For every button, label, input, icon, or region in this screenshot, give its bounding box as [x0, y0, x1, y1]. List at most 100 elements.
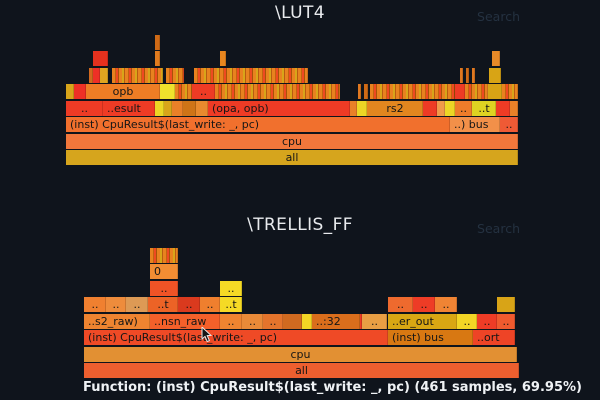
- flame-cell[interactable]: [357, 100, 367, 116]
- flame-cell[interactable]: [112, 67, 163, 83]
- flame-cell[interactable]: [423, 100, 437, 116]
- flame-cell[interactable]: [175, 84, 192, 99]
- flame-cell[interactable]: [350, 100, 357, 116]
- flame-cell[interactable]: [496, 100, 510, 116]
- flame-cell[interactable]: ..: [200, 297, 220, 312]
- flame-cell[interactable]: ..nsn_raw: [150, 313, 220, 329]
- flame-cell[interactable]: [93, 51, 108, 66]
- flame-cell[interactable]: [488, 84, 502, 99]
- flame-cell[interactable]: [74, 84, 86, 99]
- flame-cell[interactable]: [93, 67, 100, 83]
- flame-cell[interactable]: [302, 313, 312, 329]
- flame-cell[interactable]: (inst) bus: [388, 330, 473, 345]
- flame-cell[interactable]: ..: [220, 280, 242, 296]
- flame-cell[interactable]: cpu: [66, 133, 518, 149]
- flame-cell-label: (opa, opb): [212, 101, 269, 115]
- flame-cell[interactable]: ..: [388, 297, 413, 312]
- flame-cell[interactable]: [155, 100, 164, 116]
- flame-cell[interactable]: [172, 100, 183, 116]
- flame-cell-label: ..: [91, 298, 99, 311]
- flame-cell[interactable]: [215, 84, 340, 99]
- flame-cell[interactable]: [166, 67, 184, 83]
- flame-cell[interactable]: ..t: [148, 297, 178, 312]
- flame-cell[interactable]: 0: [150, 264, 178, 279]
- flame-cell[interactable]: [283, 313, 302, 329]
- flame-cell[interactable]: [160, 84, 175, 99]
- flame-cell[interactable]: [155, 51, 160, 66]
- flame-cell[interactable]: (opa, opb): [208, 100, 350, 116]
- flame-cell[interactable]: [220, 51, 226, 66]
- flame-cell[interactable]: [360, 313, 362, 329]
- flame-cell[interactable]: [466, 67, 469, 83]
- search-button[interactable]: Search: [477, 221, 520, 236]
- flame-cell[interactable]: [194, 67, 308, 83]
- search-button[interactable]: Search: [477, 9, 520, 24]
- flame-cell[interactable]: [492, 51, 500, 66]
- flame-cell-label: ..t: [157, 298, 169, 311]
- flame-cell[interactable]: ..: [477, 313, 497, 329]
- flame-cell[interactable]: [510, 100, 518, 116]
- flame-cell[interactable]: ..: [457, 313, 477, 329]
- flame-cell[interactable]: ..: [220, 313, 242, 329]
- flame-cell[interactable]: ..s2_raw): [84, 313, 150, 329]
- flame-cell-label: 0: [154, 265, 161, 278]
- flame-cell[interactable]: ..: [178, 297, 200, 312]
- flame-cell[interactable]: rs2: [367, 100, 423, 116]
- flame-cell[interactable]: ..: [150, 280, 178, 296]
- flame-cell[interactable]: ..esult: [103, 100, 155, 116]
- flame-cell[interactable]: [164, 100, 172, 116]
- flame-cell-label: ..esult: [107, 101, 141, 115]
- flame-cell[interactable]: [183, 100, 196, 116]
- flame-cell[interactable]: [155, 34, 160, 50]
- flame-cell[interactable]: ..: [413, 297, 435, 312]
- flame-cell[interactable]: [66, 84, 74, 99]
- flame-cell[interactable]: [196, 100, 208, 116]
- flame-cell[interactable]: (inst) CpuResult$(last_write: _, pc): [66, 117, 450, 132]
- flame-cell[interactable]: (inst) CpuResult$(last_write: _, pc): [84, 330, 388, 345]
- flame-cell[interactable]: [370, 84, 455, 99]
- flame-cell[interactable]: ..:32: [312, 313, 360, 329]
- flame-cell[interactable]: opb: [86, 84, 160, 99]
- flame-cell[interactable]: [437, 100, 445, 116]
- flame-cell[interactable]: ..t: [472, 100, 496, 116]
- flame-cell[interactable]: [364, 84, 368, 99]
- flame-cell-label: ..: [133, 298, 141, 311]
- flame-cell[interactable]: [455, 84, 465, 99]
- flame-cell[interactable]: ..: [242, 313, 263, 329]
- flame-cell[interactable]: ..: [126, 297, 148, 312]
- flame-cell[interactable]: ..: [435, 297, 457, 312]
- flame-cell[interactable]: ..: [66, 100, 103, 116]
- flame-cell-label: ..: [227, 314, 235, 328]
- flame-cell[interactable]: ..t: [220, 297, 242, 312]
- flame-cell[interactable]: ..: [106, 297, 126, 312]
- flame-cell[interactable]: [472, 67, 475, 83]
- flame-cell[interactable]: [100, 67, 108, 83]
- flame-cell[interactable]: ..: [263, 313, 283, 329]
- flame-cell[interactable]: all: [84, 363, 519, 378]
- flame-cell[interactable]: [497, 297, 515, 312]
- flame-cell[interactable]: [489, 67, 501, 83]
- flame-cell[interactable]: ..ort: [473, 330, 515, 345]
- flame-cell-label: (inst) bus: [392, 331, 444, 344]
- flame-cell-label: ..: [502, 314, 510, 328]
- flame-cell[interactable]: cpu: [84, 346, 517, 362]
- flame-cell[interactable]: all: [66, 150, 518, 165]
- flame-cell[interactable]: [460, 67, 463, 83]
- flame-cell-label: ..: [442, 298, 450, 311]
- flame-cell[interactable]: ..: [500, 117, 518, 132]
- flame-cell-label: ..er_out: [392, 314, 434, 328]
- flame-cell[interactable]: ..: [497, 313, 515, 329]
- flame-cell[interactable]: [445, 100, 455, 116]
- flame-cell[interactable]: ..: [455, 100, 472, 116]
- flame-cell[interactable]: ..) bus: [450, 117, 500, 132]
- flame-cell[interactable]: ..er_out: [388, 313, 457, 329]
- flame-cell[interactable]: [465, 84, 488, 99]
- flame-cell[interactable]: ..: [192, 84, 215, 99]
- flame-cell[interactable]: [89, 67, 93, 83]
- flame-cell[interactable]: [358, 84, 361, 99]
- flame-cell[interactable]: ..: [362, 313, 387, 329]
- flame-cell[interactable]: [502, 84, 518, 99]
- flame-cell[interactable]: ..: [84, 297, 106, 312]
- flame-cell[interactable]: [150, 247, 178, 263]
